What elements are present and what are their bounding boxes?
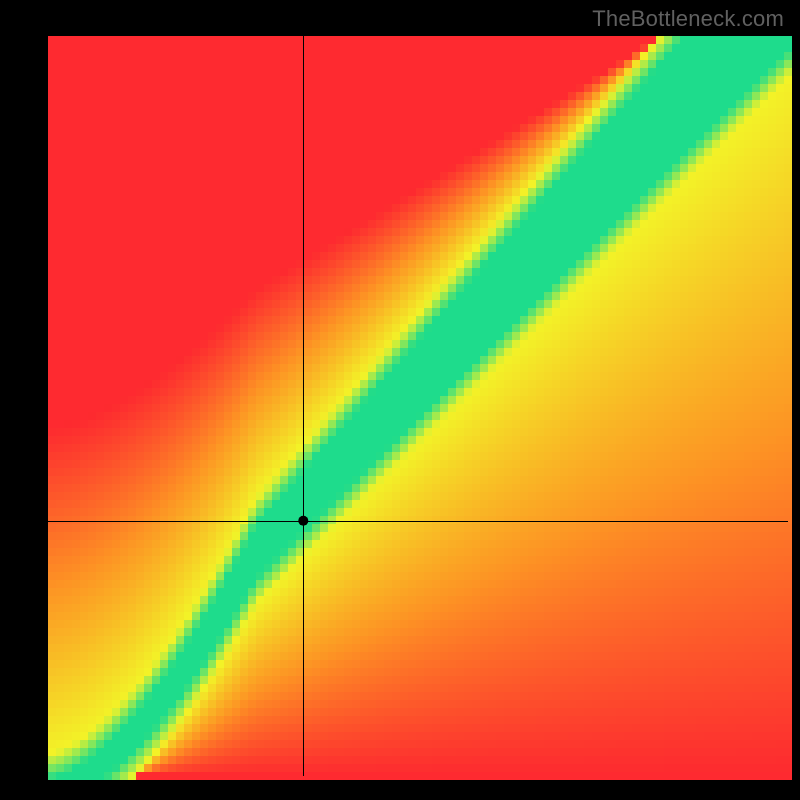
bottleneck-heatmap [0,0,800,800]
watermark-text: TheBottleneck.com [592,6,784,32]
